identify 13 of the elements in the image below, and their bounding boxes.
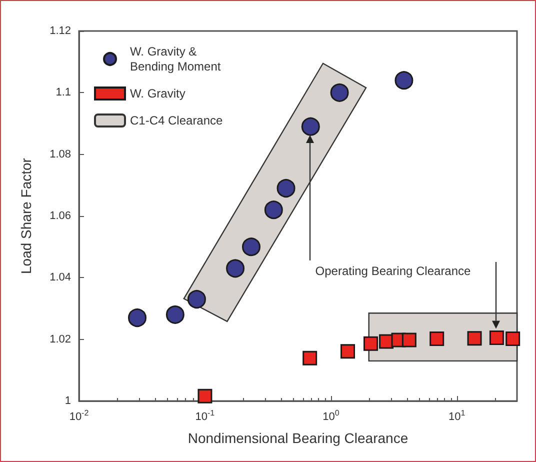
y-axis-title: Load Share Factor [18, 158, 34, 274]
y-tick-label: 1.12 [50, 25, 71, 37]
legend-label: W. Gravity [130, 86, 186, 100]
y-tick-label: 1.06 [50, 210, 71, 222]
y-tick-label: 1 [64, 395, 71, 407]
annotation: Operating Bearing Clearance [315, 264, 472, 278]
y-tick-label: 1.02 [50, 333, 71, 346]
y-tick-label: 1.1 [56, 86, 71, 99]
y-tick-label: 1.04 [50, 272, 71, 284]
x-axis-title: Nondimensional Bearing Clearance [188, 430, 408, 446]
legend-label: C1-C4 Clearance [130, 114, 224, 128]
y-tick-label: 1.08 [50, 148, 71, 160]
legend-label: W. Gravity & Bending Moment [130, 44, 222, 74]
